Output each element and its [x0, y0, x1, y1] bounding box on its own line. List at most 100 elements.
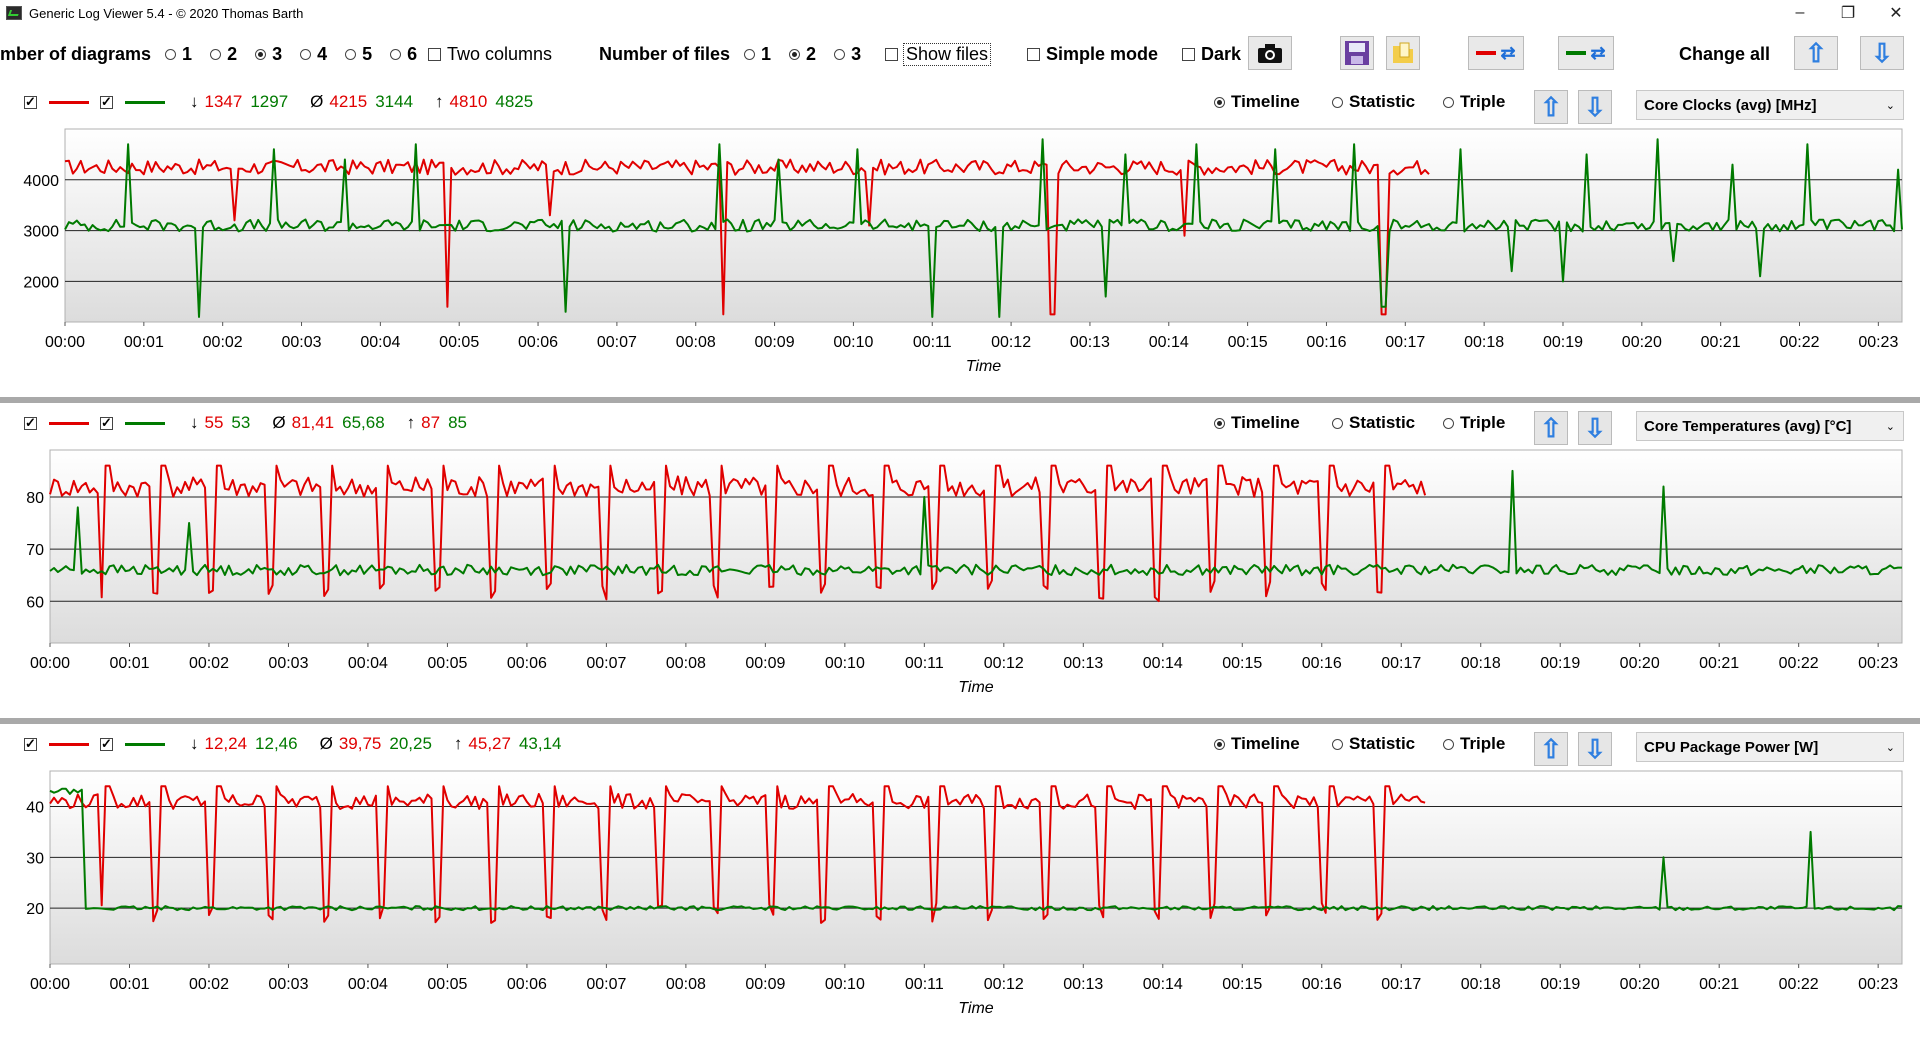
radio-icon[interactable] — [1332, 96, 1343, 108]
radio-icon[interactable] — [390, 48, 402, 60]
panel-separator — [0, 718, 1920, 724]
radio-icon[interactable] — [345, 48, 357, 60]
green-line-icon — [125, 742, 165, 746]
green-series-toggle[interactable] — [100, 724, 165, 764]
radio-selected-icon[interactable] — [789, 48, 801, 60]
x-tick-label: 00:23 — [1858, 655, 1898, 672]
file-option-3[interactable]: 3 — [834, 44, 861, 65]
checkbox-icon[interactable] — [1182, 47, 1195, 61]
panel-header: ↓ 55 53 Ø 81,41 65,68 ↑ 87 85 Timeline Statistic Tr… — [0, 403, 1920, 445]
x-tick-label: 00:13 — [1063, 655, 1103, 672]
checkbox-icon[interactable] — [428, 47, 441, 61]
minimize-button[interactable]: – — [1795, 4, 1805, 21]
x-axis-label: Time — [958, 679, 994, 696]
checkbox-checked-icon[interactable] — [100, 94, 113, 110]
x-tick-label: 00:07 — [586, 655, 626, 672]
stat-red-value: 1347 — [204, 92, 243, 111]
sensor-select-value: CPU Package Power [W] — [1644, 738, 1819, 756]
radio-selected-icon[interactable] — [1214, 417, 1225, 429]
view-option-timeline[interactable]: Timeline — [1214, 724, 1300, 764]
swap-green-button[interactable]: ⇄ — [1558, 36, 1614, 70]
open-folder-button[interactable] — [1386, 36, 1420, 70]
diagram-option-6[interactable]: 6 — [390, 44, 417, 65]
red-series-toggle[interactable] — [24, 403, 89, 443]
dark-option[interactable]: Dark — [1182, 26, 1241, 82]
save-button[interactable] — [1340, 36, 1374, 70]
file-option-1[interactable]: 1 — [744, 44, 771, 65]
sensor-select[interactable]: Core Clocks (avg) [MHz] ⌄ — [1636, 90, 1904, 120]
x-tick-label: 00:06 — [507, 976, 547, 993]
view-option-statistic[interactable]: Statistic — [1332, 82, 1415, 122]
checkbox-checked-icon[interactable] — [100, 415, 113, 431]
checkbox-icon[interactable] — [1027, 47, 1040, 61]
diagram-option-4[interactable]: 4 — [300, 44, 327, 65]
stat-red-value: 87 — [421, 413, 441, 432]
x-tick-label: 00:11 — [905, 976, 944, 993]
maximize-button[interactable]: ❐ — [1840, 5, 1856, 22]
move-panel-down-button[interactable]: ⇩ — [1578, 90, 1612, 124]
close-button[interactable]: ✕ — [1889, 5, 1903, 22]
plot-area — [64, 128, 1903, 323]
x-tick-label: 00:18 — [1461, 976, 1501, 993]
green-series-toggle[interactable] — [100, 403, 165, 443]
view-option-triple[interactable]: Triple — [1443, 724, 1505, 764]
view-option-triple[interactable]: Triple — [1443, 403, 1505, 443]
radio-icon[interactable] — [165, 48, 177, 60]
move-panel-up-button[interactable]: ⇧ — [1534, 90, 1568, 124]
move-panel-down-button[interactable]: ⇩ — [1578, 411, 1612, 445]
checkbox-checked-icon[interactable] — [24, 415, 37, 431]
sensor-select[interactable]: CPU Package Power [W] ⌄ — [1636, 732, 1904, 762]
swap-red-button[interactable]: ⇄ — [1468, 36, 1524, 70]
view-option-statistic[interactable]: Statistic — [1332, 724, 1415, 764]
view-option-statistic[interactable]: Statistic — [1332, 403, 1415, 443]
stat-symbol: ↑ — [435, 92, 444, 111]
two-columns-option[interactable]: Two columns — [428, 26, 552, 82]
view-option-timeline[interactable]: Timeline — [1214, 403, 1300, 443]
radio-icon[interactable] — [744, 48, 756, 60]
diagram-option-5[interactable]: 5 — [345, 44, 372, 65]
checkbox-checked-icon[interactable] — [100, 736, 113, 752]
radio-icon[interactable] — [300, 48, 312, 60]
red-series-toggle[interactable] — [24, 724, 89, 764]
checkbox-checked-icon[interactable] — [24, 94, 37, 110]
radio-selected-icon[interactable] — [1214, 96, 1225, 108]
radio-icon[interactable] — [834, 48, 846, 60]
y-tick-label: 80 — [26, 490, 44, 507]
sensor-select[interactable]: Core Temperatures (avg) [°C] ⌄ — [1636, 411, 1904, 441]
show-files-option[interactable]: Show files — [885, 26, 992, 82]
red-series-toggle[interactable] — [24, 82, 89, 122]
x-tick-label: 00:22 — [1779, 334, 1819, 351]
radio-icon[interactable] — [1443, 417, 1454, 429]
view-option-triple[interactable]: Triple — [1443, 82, 1505, 122]
red-line-icon — [49, 100, 89, 104]
screenshot-button[interactable] — [1248, 36, 1292, 70]
timeline-chart: 20 30 40 00:00 00:01 00:02 00:03 00:04 00:05 00:0… — [26, 770, 1903, 1017]
diagram-option-1[interactable]: 1 — [165, 44, 192, 65]
radio-selected-icon[interactable] — [1214, 738, 1225, 750]
radio-icon[interactable] — [1332, 738, 1343, 750]
radio-selected-icon[interactable] — [255, 48, 267, 60]
radio-icon[interactable] — [1332, 417, 1343, 429]
radio-icon[interactable] — [210, 48, 222, 60]
x-tick-label: 00:17 — [1381, 976, 1421, 993]
move-down-all-button[interactable]: ⇩ — [1860, 36, 1904, 70]
file-option-2[interactable]: 2 — [789, 44, 816, 65]
radio-icon[interactable] — [1443, 738, 1454, 750]
series-line-green — [49, 469, 1902, 577]
move-up-all-button[interactable]: ⇧ — [1794, 36, 1838, 70]
move-panel-up-button[interactable]: ⇧ — [1534, 732, 1568, 766]
checkbox-icon[interactable] — [885, 47, 898, 61]
view-option-timeline[interactable]: Timeline — [1214, 82, 1300, 122]
diagram-option-3[interactable]: 3 — [255, 44, 282, 65]
x-tick-label: 00:15 — [1228, 334, 1268, 351]
stat-green-value: 43,14 — [518, 734, 562, 753]
move-panel-down-button[interactable]: ⇩ — [1578, 732, 1612, 766]
simple-mode-option[interactable]: Simple mode — [1027, 26, 1158, 82]
checkbox-checked-icon[interactable] — [24, 736, 37, 752]
radio-icon[interactable] — [1443, 96, 1454, 108]
green-series-toggle[interactable] — [100, 82, 165, 122]
red-line-icon — [49, 742, 89, 746]
x-tick-label: 00:03 — [268, 655, 308, 672]
diagram-option-2[interactable]: 2 — [210, 44, 237, 65]
move-panel-up-button[interactable]: ⇧ — [1534, 411, 1568, 445]
